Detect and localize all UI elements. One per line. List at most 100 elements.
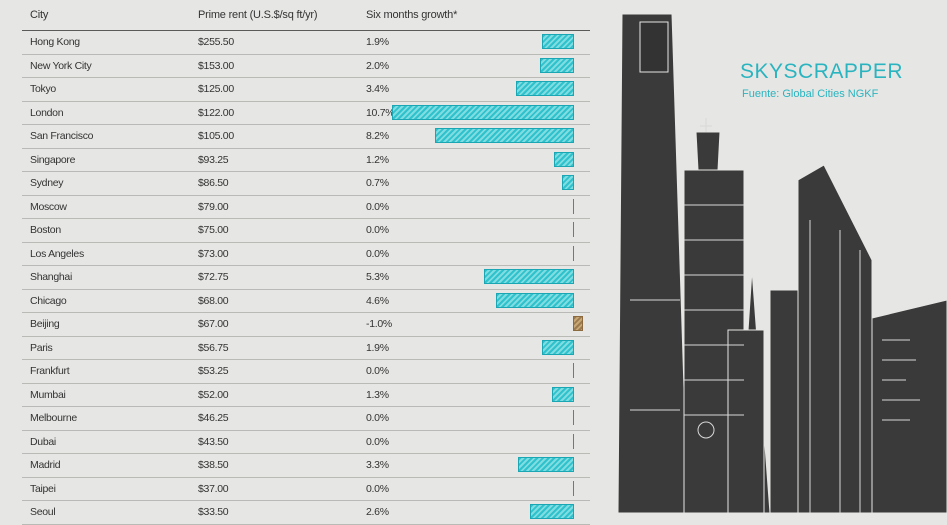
growth-bar-track xyxy=(392,386,576,403)
growth-bar xyxy=(573,363,574,378)
glass-tower-shape xyxy=(797,164,873,513)
table-row: Dubai $43.50 0.0% xyxy=(22,431,590,454)
growth-cell: 0.0% xyxy=(366,247,389,260)
rent-table: City Prime rent (U.S.$/sq ft/yr) Six mon… xyxy=(22,0,590,525)
short-tower-shape xyxy=(871,299,947,513)
growth-bar-track xyxy=(392,410,576,426)
growth-bar-track xyxy=(392,269,576,285)
city-cell: Boston xyxy=(30,224,61,236)
rent-cell: $38.50 xyxy=(198,459,229,471)
table-row: Boston $75.00 0.0% xyxy=(22,219,590,243)
rent-cell: $52.00 xyxy=(198,388,229,401)
rent-cell: $43.50 xyxy=(198,435,229,448)
rent-cell: $75.00 xyxy=(198,224,229,236)
city-cell: Hong Kong xyxy=(30,36,80,48)
rent-cell: $53.25 xyxy=(198,365,229,377)
growth-bar xyxy=(529,504,574,519)
growth-bar xyxy=(573,410,574,425)
rent-cell: $105.00 xyxy=(198,130,234,142)
tower-opening xyxy=(639,21,669,73)
rent-cell: $86.50 xyxy=(198,177,229,189)
growth-bar xyxy=(573,245,574,261)
growth-bar xyxy=(541,34,574,49)
taipei-top-shape xyxy=(695,131,721,171)
growth-cell: 2.0% xyxy=(366,59,389,72)
city-cell: Mumbai xyxy=(30,388,66,401)
growth-cell: 1.2% xyxy=(366,153,389,166)
growth-bar-track xyxy=(392,292,576,309)
rent-cell: $122.00 xyxy=(198,106,234,119)
growth-bar-track xyxy=(392,175,576,191)
table-row: Melbourne $46.25 0.0% xyxy=(22,407,590,431)
growth-cell: 4.6% xyxy=(366,294,389,307)
growth-bar xyxy=(539,57,574,73)
growth-bar xyxy=(553,151,574,167)
page-title: SKYSCRAPPER xyxy=(740,60,904,83)
growth-bar xyxy=(541,339,574,355)
rent-cell: $37.00 xyxy=(198,482,229,495)
table-body: Hong Kong $255.50 1.9% New York City $153.00… xyxy=(22,31,590,525)
growth-bar-track xyxy=(392,151,576,168)
rent-cell: $56.75 xyxy=(198,341,229,354)
rent-cell: $72.75 xyxy=(198,271,229,283)
table-row: Moscow $79.00 0.0% xyxy=(22,196,590,219)
growth-cell: 0.0% xyxy=(366,365,389,377)
growth-bar-track xyxy=(392,104,576,121)
growth-bar xyxy=(573,198,574,214)
growth-cell: 0.0% xyxy=(366,482,389,495)
city-cell: Madrid xyxy=(30,459,61,471)
table-row: Singapore $93.25 1.2% xyxy=(22,149,590,172)
growth-bar-track xyxy=(392,34,576,50)
city-cell: Shanghai xyxy=(30,271,72,283)
header-city: City xyxy=(30,9,49,21)
city-cell: San Francisco xyxy=(30,130,94,142)
growth-bar xyxy=(483,269,574,284)
growth-bar xyxy=(434,128,574,143)
growth-bar-track xyxy=(392,504,576,520)
city-cell: Sydney xyxy=(30,177,64,189)
growth-cell: 0.0% xyxy=(366,435,389,448)
growth-bar xyxy=(573,480,574,496)
rent-cell: $125.00 xyxy=(198,83,234,95)
growth-bar-track xyxy=(392,339,576,356)
city-cell: Frankfurt xyxy=(30,365,70,377)
growth-bar-track xyxy=(392,222,576,238)
growth-bar xyxy=(516,81,574,96)
rent-cell: $255.50 xyxy=(198,36,234,48)
rent-cell: $33.50 xyxy=(198,506,229,518)
table-row: Shanghai $72.75 5.3% xyxy=(22,266,590,290)
skyline-illustration xyxy=(617,13,947,513)
city-cell: Taipei xyxy=(30,482,56,495)
table-header: City Prime rent (U.S.$/sq ft/yr) Six mon… xyxy=(22,0,590,31)
table-row: Tokyo $125.00 3.4% xyxy=(22,78,590,102)
growth-bar xyxy=(573,433,574,449)
growth-cell: 8.2% xyxy=(366,130,389,142)
growth-bar-track xyxy=(392,57,576,74)
growth-bar xyxy=(573,316,583,331)
tall-tower-shape xyxy=(617,13,689,513)
header-rent: Prime rent (U.S.$/sq ft/yr) xyxy=(198,9,318,21)
rent-cell: $79.00 xyxy=(198,200,229,213)
table-row: Madrid $38.50 3.3% xyxy=(22,454,590,478)
growth-cell: 0.0% xyxy=(366,412,389,424)
table-row: London $122.00 10.7% xyxy=(22,102,590,125)
growth-cell: 1.3% xyxy=(366,388,389,401)
rent-cell: $93.25 xyxy=(198,153,229,166)
table-row: Los Angeles $73.00 0.0% xyxy=(22,243,590,266)
source-note: Fuente: Global Cities NGKF xyxy=(742,88,879,100)
growth-cell: 1.9% xyxy=(366,36,389,48)
city-cell: Moscow xyxy=(30,200,67,213)
rent-cell: $46.25 xyxy=(198,412,229,424)
growth-bar xyxy=(573,222,574,237)
rent-cell: $67.00 xyxy=(198,318,229,330)
rent-cell: $68.00 xyxy=(198,294,229,307)
city-cell: London xyxy=(30,106,64,119)
growth-bar-track xyxy=(392,245,576,262)
city-cell: Dubai xyxy=(30,435,56,448)
growth-cell: -1.0% xyxy=(366,318,392,330)
growth-bar-track xyxy=(392,480,576,497)
city-cell: Los Angeles xyxy=(30,247,84,260)
growth-cell: 0.7% xyxy=(366,177,389,189)
growth-bar-track xyxy=(392,457,576,473)
city-cell: Seoul xyxy=(30,506,56,518)
